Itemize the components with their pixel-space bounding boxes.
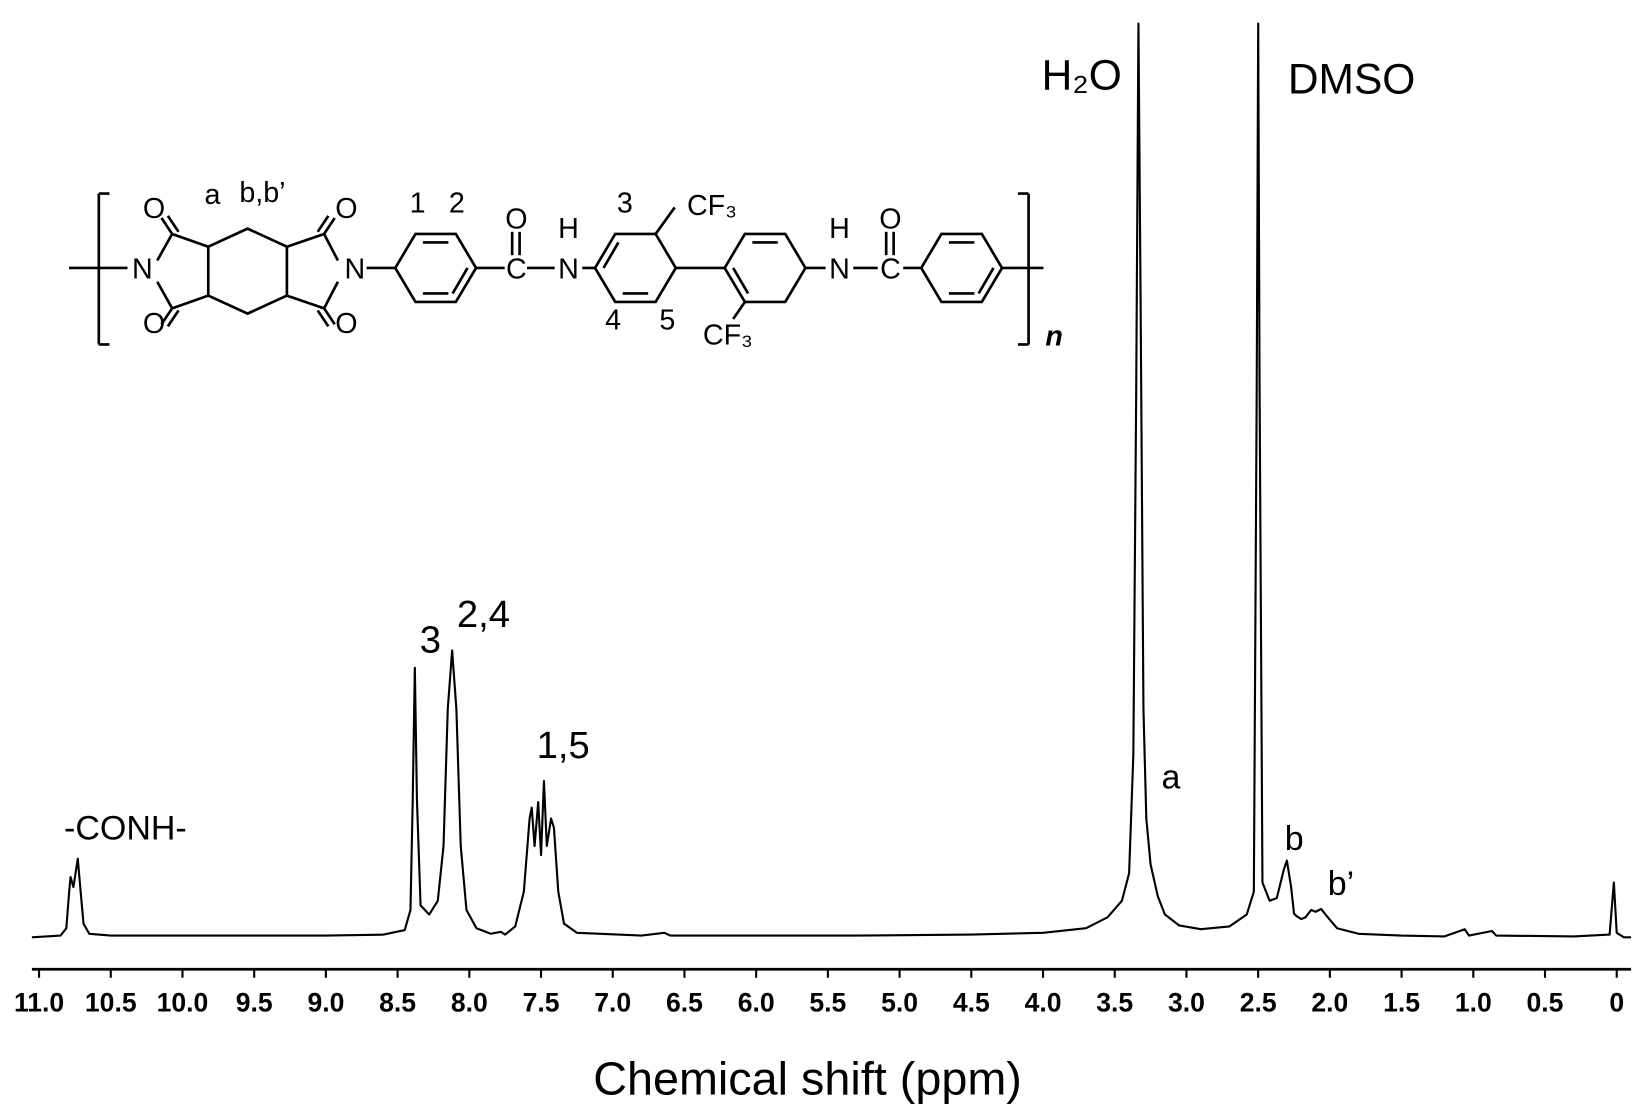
structure-label: H xyxy=(829,213,850,245)
structure-label: b,b’ xyxy=(239,177,285,209)
x-tick-label: 6.0 xyxy=(738,988,775,1018)
x-tick-label: 2.5 xyxy=(1240,988,1277,1018)
annotation: b xyxy=(1285,820,1304,858)
structure-label: C xyxy=(880,254,901,286)
structure-label: a xyxy=(205,179,221,211)
annotation: b’ xyxy=(1328,865,1354,903)
x-tick-label: 8.5 xyxy=(379,988,416,1018)
annotation: a xyxy=(1162,759,1181,797)
x-tick-label: 3.5 xyxy=(1096,988,1133,1018)
x-tick-label: 7.0 xyxy=(594,988,631,1018)
annotation: H₂O xyxy=(1042,52,1122,99)
x-tick-label: 9.0 xyxy=(307,988,344,1018)
x-tick-label: 6.5 xyxy=(666,988,703,1018)
annotation: DMSO xyxy=(1288,57,1416,104)
x-tick-label: 0 xyxy=(1609,988,1624,1018)
x-tick-label: 7.5 xyxy=(523,988,560,1018)
x-tick-label: 1.0 xyxy=(1455,988,1492,1018)
x-tick-label: 4.5 xyxy=(953,988,990,1018)
x-axis-label: Chemical shift (ppm) xyxy=(593,1053,1022,1105)
structure-label: n xyxy=(1045,321,1063,353)
x-tick-label: 2.0 xyxy=(1311,988,1348,1018)
structure-label: 2 xyxy=(449,188,465,220)
annotation: -CONH- xyxy=(64,810,187,848)
x-tick-label: 5.5 xyxy=(809,988,846,1018)
x-tick-label: 1.5 xyxy=(1383,988,1420,1018)
structure-label: 1 xyxy=(410,188,426,220)
x-tick-label: 10.5 xyxy=(85,988,137,1018)
structure-label: O xyxy=(505,204,527,236)
x-tick-label: 10.0 xyxy=(157,988,209,1018)
structure-label: O xyxy=(879,204,901,236)
structure-label: C xyxy=(506,254,527,286)
structure-label: O xyxy=(143,308,165,340)
structure-label: 3 xyxy=(617,188,633,220)
structure-label: O xyxy=(335,193,357,225)
annotation: 1,5 xyxy=(537,724,590,767)
structure-label: N xyxy=(132,254,153,286)
structure-label: O xyxy=(143,193,165,225)
x-tick-label: 4.0 xyxy=(1025,988,1062,1018)
structure-label: N xyxy=(558,254,579,286)
structure-bonds xyxy=(69,192,1044,346)
x-tick-label: 3.0 xyxy=(1168,988,1205,1018)
structure-label: CF₃ xyxy=(703,319,753,351)
structure-label: N xyxy=(345,254,366,286)
structure-label: 4 xyxy=(605,305,621,337)
x-tick-label: 5.0 xyxy=(881,988,918,1018)
x-tick-label: 8.0 xyxy=(451,988,488,1018)
annotation: 2,4 xyxy=(457,593,510,636)
spectrum-line xyxy=(31,22,1632,939)
structure-label: 5 xyxy=(659,305,675,337)
x-tick-label: 0.5 xyxy=(1527,988,1564,1018)
annotation: 3 xyxy=(420,619,441,662)
structure-label: O xyxy=(335,308,357,340)
x-tick-label: 9.5 xyxy=(236,988,273,1018)
structure-label: H xyxy=(558,213,579,245)
structure-label: CF₃ xyxy=(687,190,737,222)
x-tick-label: 11.0 xyxy=(14,988,64,1018)
structure-label: N xyxy=(829,254,850,286)
